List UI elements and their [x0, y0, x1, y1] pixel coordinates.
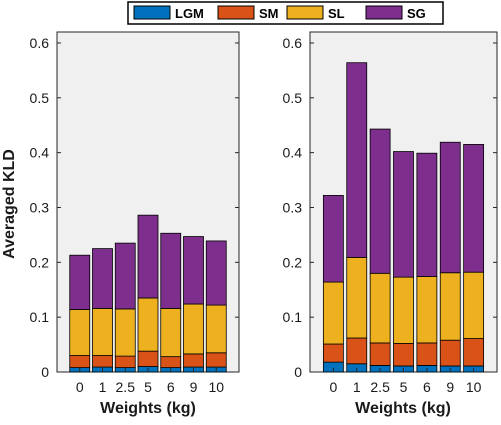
left-y-axis-label: Averaged KLD	[1, 149, 18, 259]
right-x-ticks: 0 1 2.5 5 6 9 10	[329, 368, 482, 395]
right-bar-sl-segment	[393, 276, 414, 344]
left-chart-panel: 00.10.20.30.40.50.6 0 1 2.5 5 6 9 10 Weights (…	[1, 31, 240, 417]
left-bar-sm-segment	[205, 352, 227, 368]
right-bar-sl-segment	[463, 271, 485, 339]
left-bar-sg-segment	[183, 236, 204, 305]
right-y-tick-label: 0.2	[283, 254, 303, 270]
right-y-tick-label: 0	[294, 364, 302, 380]
left-y-tick-label: 0	[41, 364, 49, 380]
left-bar-sm-segment	[160, 356, 182, 369]
left-y-tick-label: 0.6	[30, 35, 50, 51]
right-y-ticks: 0 0.1 0.2 0.3 0.4 0.5 0.6	[283, 35, 497, 380]
left-y-tick-label: 0.1	[30, 309, 50, 325]
left-bar-sg-segment	[69, 254, 91, 310]
right-y-tick-label: 0.4	[283, 145, 303, 161]
left-bars	[69, 214, 227, 373]
left-bar-sm-segment	[114, 355, 136, 369]
left-x-tick-label: 9	[190, 379, 198, 395]
left-bar-sl-segment	[69, 309, 91, 356]
right-x-tick-label: 10	[466, 379, 482, 395]
left-x-tick-label: 5	[144, 379, 152, 395]
left-y-tick-label: 0.3	[30, 199, 50, 215]
left-bar-sl-segment	[92, 307, 113, 356]
left-bar-sl-segment	[114, 308, 136, 357]
right-x-axis-label: Weights (kg)	[355, 400, 451, 417]
right-bar-sm-segment	[416, 342, 438, 366]
right-x-tick-label: 1	[353, 379, 361, 395]
right-y-tick-label: 0.6	[283, 35, 303, 51]
left-x-tick-label: 0	[76, 379, 84, 395]
right-y-tick-label: 0.3	[283, 199, 303, 215]
left-x-tick-label: 6	[167, 379, 175, 395]
left-bar-sm-segment	[183, 353, 204, 368]
right-x-tick-label: 0	[329, 379, 337, 395]
left-bar-sl-segment	[137, 297, 159, 352]
left-bar-sl-segment	[160, 307, 182, 358]
right-bar-sm-segment	[322, 343, 344, 363]
legend-label-sm: SM	[259, 6, 279, 21]
left-x-axis-label: Weights (kg)	[100, 400, 196, 417]
left-bar-sl-segment	[205, 304, 227, 354]
legend-label-sg: SG	[407, 6, 426, 21]
right-bar-sg-segment	[439, 141, 461, 274]
left-y-tick-label: 0.4	[30, 145, 50, 161]
right-y-tick-label: 0.5	[283, 90, 303, 106]
legend-swatch-lgm	[133, 5, 171, 20]
right-x-tick-label: 6	[423, 379, 431, 395]
left-x-ticks: 0 1 2.5 5 6 9 10	[76, 368, 224, 395]
right-x-tick-label: 9	[446, 379, 454, 395]
left-y-tick-label: 0.2	[30, 254, 50, 270]
left-bar-sm-segment	[69, 355, 91, 369]
right-bar-sl-segment	[369, 272, 391, 344]
left-bar-sg-segment	[114, 242, 136, 310]
left-y-tick-label: 0.5	[30, 90, 50, 106]
left-bar-sg-segment	[137, 214, 159, 299]
left-x-tick-label: 10	[208, 379, 224, 395]
right-bar-sm-segment	[369, 342, 391, 366]
right-bar-sm-segment	[393, 343, 414, 367]
left-bar-sg-segment	[205, 240, 227, 306]
right-bar-sg-segment	[393, 151, 414, 278]
right-bar-sg-segment	[463, 144, 485, 273]
right-bar-sl-segment	[322, 281, 344, 345]
left-bar-sg-segment	[160, 232, 182, 309]
right-chart-panel: 00.10.20.30.40.50.6 0 1 2.5 5 6 9 10 Weights (…	[283, 31, 498, 417]
left-y-ticks: 0 0.1 0.2 0.3 0.4 0.5 0.6	[30, 35, 239, 380]
right-x-tick-label: 5	[400, 379, 408, 395]
right-bar-sg-segment	[322, 195, 344, 283]
right-bar-sm-segment	[463, 338, 485, 367]
legend-box	[127, 1, 444, 25]
legend-label-lgm: LGM	[175, 6, 204, 21]
left-bar-sm-segment	[92, 355, 113, 368]
right-y-tick-label: 0.1	[283, 309, 303, 325]
left-bar-sl-segment	[183, 303, 204, 355]
right-bar-sm-segment	[346, 337, 368, 365]
legend-swatch-sm	[217, 5, 255, 20]
legend: LGM SM SL SG	[127, 1, 444, 25]
right-bar-sl-segment	[346, 256, 368, 339]
legend-label-sl: SL	[328, 6, 345, 21]
left-x-tick-label: 1	[99, 379, 107, 395]
legend-swatch-sl	[286, 5, 324, 20]
right-bar-sl-segment	[439, 272, 461, 341]
right-bar-sg-segment	[346, 62, 368, 258]
right-bar-sg-segment	[416, 152, 438, 277]
left-x-tick-label: 2.5	[116, 379, 136, 395]
right-bar-sg-segment	[369, 128, 391, 274]
right-bar-sm-segment	[439, 339, 461, 367]
left-bar-sm-segment	[137, 350, 159, 367]
legend-swatch-sg	[365, 5, 403, 20]
right-x-tick-label: 2.5	[370, 379, 390, 395]
right-bar-sl-segment	[416, 276, 438, 344]
left-bar-sg-segment	[92, 248, 113, 309]
